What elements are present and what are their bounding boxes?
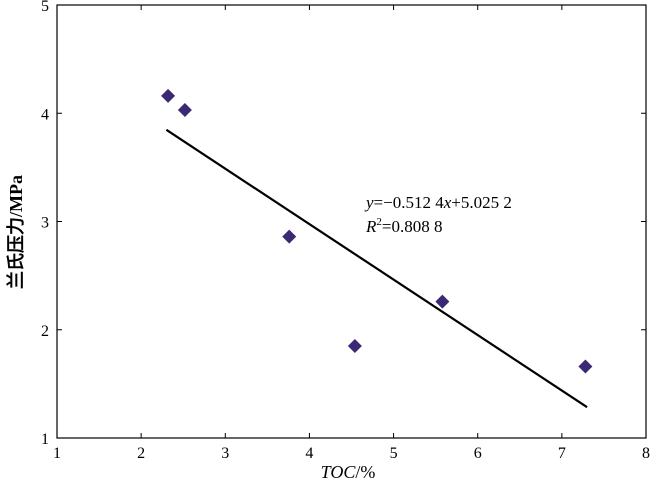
axis-ticks: 1 2 3 4 5 6 7 8 1 2 3 4 5: [41, 0, 650, 462]
equation-r-superscript: 2: [376, 216, 382, 228]
plot-frame: [56, 4, 647, 439]
data-point-diamond: [578, 359, 593, 374]
y-axis-label: 兰氏压力/MPa: [5, 175, 26, 289]
x-tick-label: 7: [558, 445, 566, 462]
equation-line-1: y=−0.512 4x+5.025 2: [364, 193, 512, 212]
data-point-diamond: [347, 338, 362, 353]
equation-line-2: R2=0.808 8: [365, 216, 442, 236]
x-tick-label: 5: [390, 445, 398, 462]
y-tick-label: 1: [41, 431, 49, 448]
equation-intercept: +5.025 2: [451, 193, 512, 212]
trendline-group: [165, 128, 588, 409]
x-axis-label: TOC/%: [321, 462, 376, 482]
x-tick-label: 6: [474, 445, 482, 462]
x-axis-label-italic: TOC: [321, 462, 357, 482]
x-tick-label: 4: [305, 445, 313, 462]
data-point-diamond: [435, 294, 450, 309]
data-point-diamond: [161, 88, 176, 103]
y-tick-label: 5: [41, 0, 49, 15]
data-point-diamond: [282, 229, 297, 244]
equation-x-var: x: [443, 193, 452, 212]
trendline: [165, 128, 588, 409]
x-axis-label-suffix: /%: [355, 462, 375, 482]
x-tick-label: 3: [221, 445, 229, 462]
equation-slope: =−0.512 4: [374, 193, 445, 212]
plot-area-border: [56, 4, 647, 439]
y-tick-label: 4: [41, 106, 49, 123]
y-tick-label: 2: [41, 323, 49, 340]
equation-y-var: y: [364, 193, 374, 212]
equation-r2-value: =0.808 8: [382, 217, 443, 236]
equation-r-var: R: [365, 217, 377, 236]
y-tick-label: 3: [41, 215, 49, 232]
x-tick-label: 8: [642, 445, 650, 462]
data-point-diamond: [177, 103, 192, 118]
x-tick-label: 2: [137, 445, 145, 462]
x-tick-label: 1: [53, 445, 61, 462]
data-points: [161, 88, 593, 374]
